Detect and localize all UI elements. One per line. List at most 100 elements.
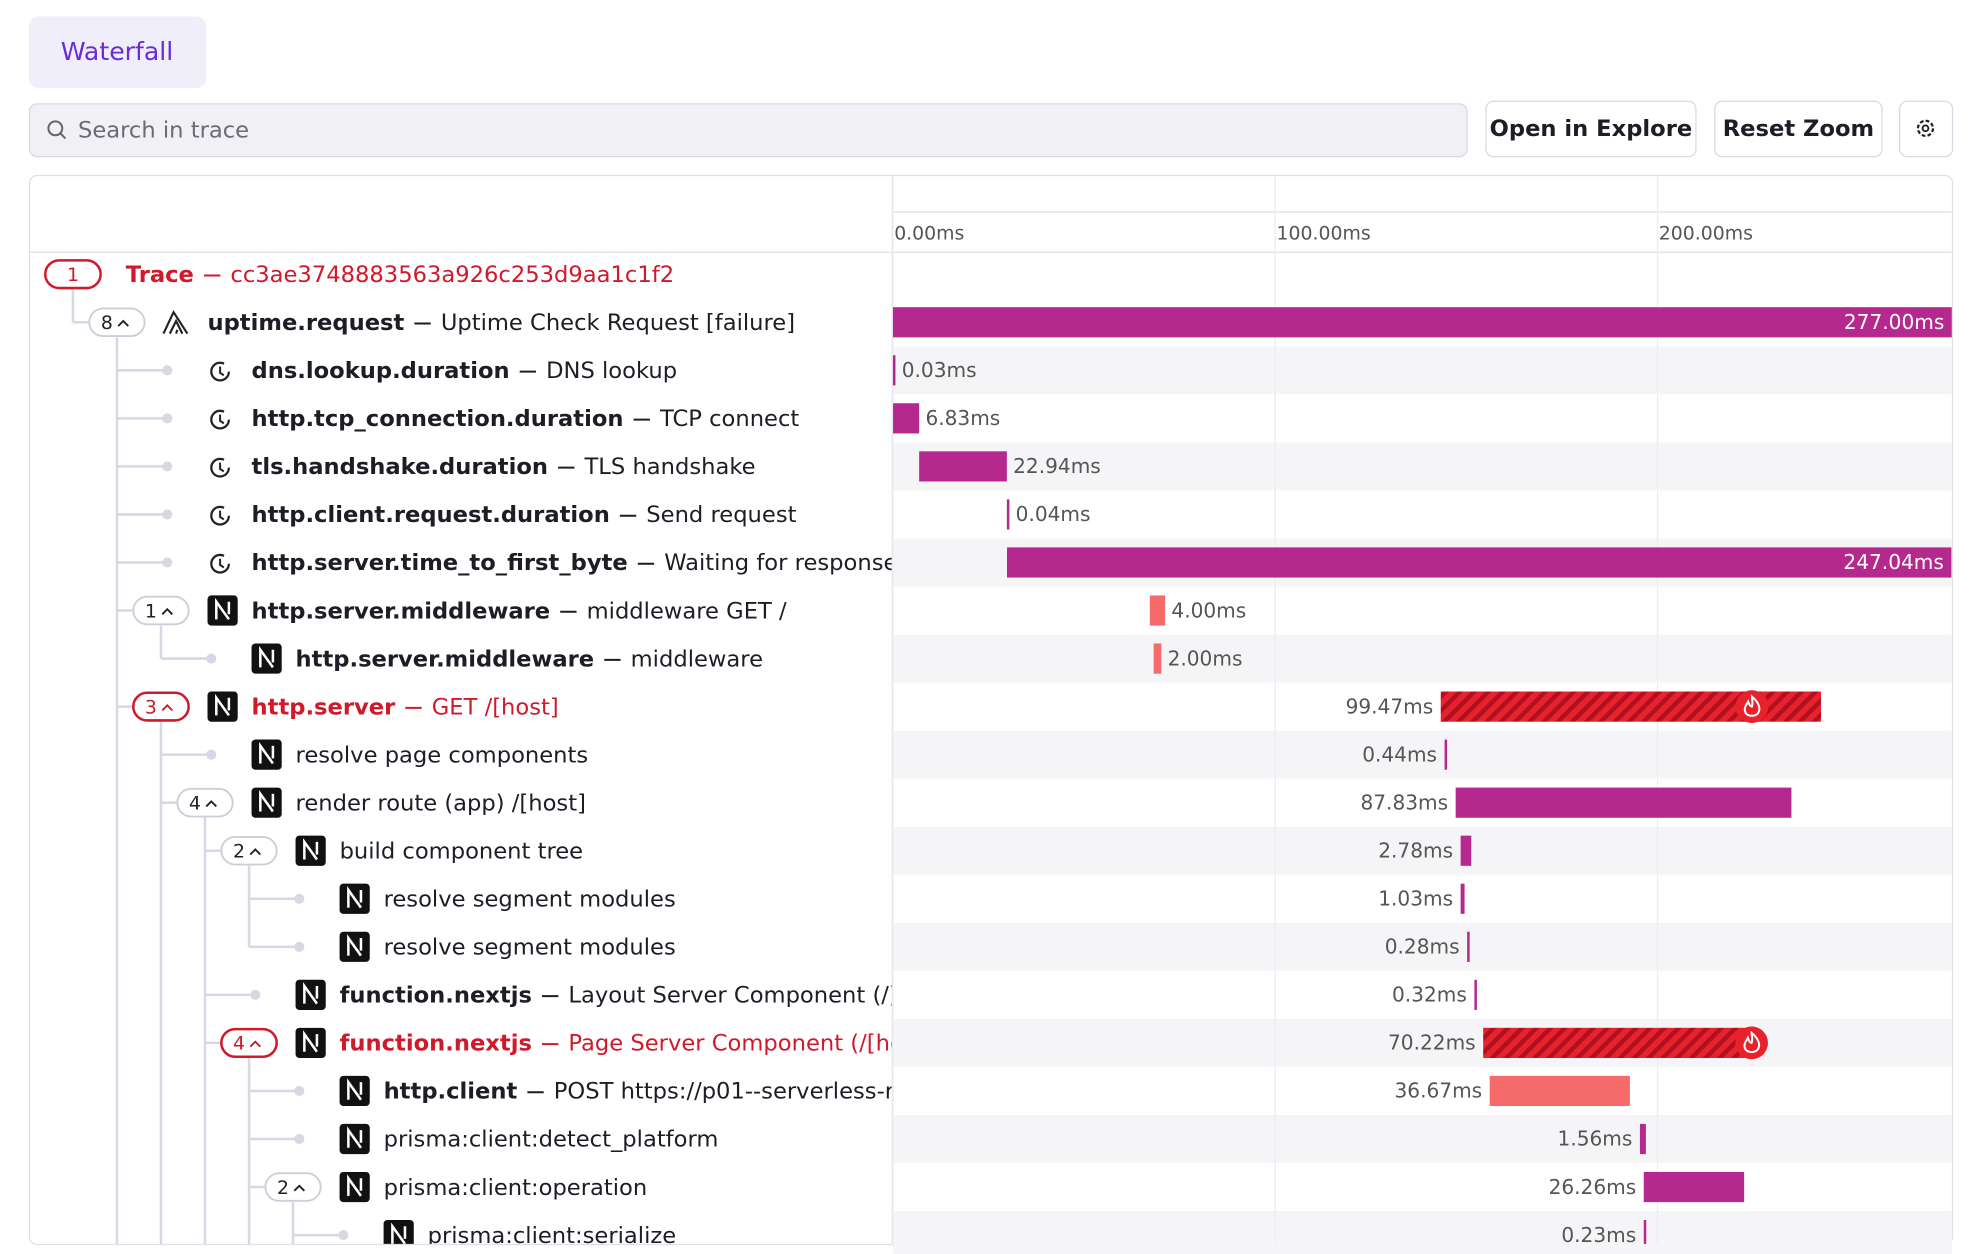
child-count[interactable]: 1 [145,600,157,622]
child-count[interactable]: 2 [233,840,245,862]
tree-dot [338,1230,349,1241]
span-label[interactable]: resolve segment modules [384,887,676,913]
caret [117,319,129,327]
span-bar[interactable] [1639,1123,1646,1155]
span-description[interactable]: Send request [646,502,796,528]
row-stripe [892,1019,1952,1067]
span-name[interactable]: http.client [384,1079,518,1105]
span-description[interactable]: Waiting for response [664,550,897,576]
nextjs-icon [391,1222,407,1244]
span-bar[interactable] [1153,643,1162,674]
span-description[interactable]: Uptime Check Request [failure] [441,310,795,336]
span-name[interactable]: Trace [126,262,194,288]
collapse-badge[interactable] [220,1027,278,1058]
tree-dot [162,557,173,568]
span-description[interactable]: middleware [631,646,763,672]
span-name[interactable]: http.server.middleware [252,598,551,624]
span-description[interactable]: GET /[host] [432,694,559,720]
span-name[interactable]: tls.handshake.duration [252,454,548,480]
search-input[interactable] [28,103,1468,158]
child-count[interactable]: 2 [277,1177,289,1199]
span-description[interactable]: TCP connect [659,406,799,432]
span-bar[interactable] [1460,835,1472,866]
button[interactable] [1485,100,1697,158]
collapse-badge[interactable] [88,307,146,338]
nextjs-icon [347,1126,363,1149]
child-count[interactable]: 4 [233,1033,245,1055]
span-label[interactable]: prisma:client:serialize [428,1223,677,1249]
nextjs-icon [215,597,231,621]
collapse-badge[interactable] [176,787,234,818]
collapse-badge[interactable] [44,259,102,290]
span-bar[interactable] [892,307,1952,338]
span-description[interactable]: DNS lookup [546,358,677,384]
span-name[interactable]: function.nextjs [340,983,532,1009]
span-label[interactable]: build component tree [340,838,584,864]
span-description[interactable]: Page Server Component (/[hos [568,1031,915,1057]
tab[interactable] [28,16,207,89]
tick-label: 0.00ms [894,222,964,244]
clock-icon [210,553,231,574]
button-label[interactable]: Open in Explore [1490,116,1693,142]
collapse-badge[interactable] [264,1172,322,1202]
clock-icon [219,366,225,377]
span-bar[interactable] [1643,1219,1647,1250]
span-label[interactable]: render route (app) /[host] [296,790,586,816]
tab-label[interactable]: Waterfall [61,37,174,66]
span-name[interactable]: http.server.time_to_first_byte [252,550,628,576]
span-description[interactable]: POST https://p01--serverless-re [554,1079,908,1105]
span-name[interactable]: http.tcp_connection.duration [252,406,624,432]
span-bar[interactable] [893,403,920,434]
span-bar[interactable] [1149,595,1166,626]
span-name[interactable]: http.client.request.duration [252,502,610,528]
nextjs-icon [259,789,275,813]
span-bar[interactable] [1483,1027,1752,1058]
span-bar[interactable] [919,451,1007,482]
span-bar[interactable] [1474,979,1477,1010]
collapse-badge[interactable] [132,595,190,626]
collapse-badge[interactable] [132,691,190,722]
span-label[interactable]: prisma:client:detect_platform [384,1127,719,1153]
span-name[interactable]: dns.lookup.duration [252,358,510,384]
span-name[interactable]: http.server.middleware [296,646,595,672]
caret [161,607,173,615]
span-bar[interactable] [1489,1075,1630,1107]
span-description[interactable]: TLS handshake [583,454,755,480]
span-bar[interactable] [892,355,896,386]
duration-label: 87.83ms [1360,790,1448,814]
button-label[interactable]: Reset Zoom [1723,116,1874,142]
collapse-badge[interactable] [220,835,278,866]
search-icon [47,120,64,137]
fire-icon [1743,1030,1761,1054]
span-name[interactable]: function.nextjs [340,1031,532,1057]
duration-label: 70.22ms [1388,1031,1476,1055]
child-count[interactable]: 4 [189,792,201,814]
row-stripe [892,1115,1952,1163]
span-bar[interactable] [1460,883,1465,914]
span-label[interactable]: resolve segment modules [384,935,676,961]
span-bar[interactable] [1007,547,1952,578]
span-bar[interactable] [1643,1171,1745,1203]
span-bar[interactable] [1467,931,1470,962]
child-count[interactable]: 8 [101,312,113,334]
span-label[interactable]: resolve page components [296,742,589,768]
duration-label: 99.47ms [1346,694,1434,718]
span-description[interactable]: middleware GET / [587,598,787,624]
nextjs-icon [259,645,275,669]
span-bar[interactable] [1006,499,1010,530]
caret [249,848,262,856]
child-count[interactable]: 1 [67,264,79,286]
span-name[interactable]: http.server [252,694,397,720]
settings-button[interactable] [1899,100,1954,158]
child-count[interactable]: 3 [145,696,157,718]
span-description[interactable]: cc3ae3748883563a926c253d9aa1c1f2 [230,262,674,288]
span-bar[interactable] [1444,739,1448,770]
span-name[interactable]: uptime.request [208,310,405,336]
search-placeholder[interactable]: Search in trace [78,117,249,143]
span-description[interactable]: Layout Server Component (/) [568,983,897,1009]
span-bar[interactable] [1455,787,1792,818]
clock-icon [219,558,225,569]
span-label[interactable]: prisma:client:operation [384,1175,648,1201]
button[interactable] [1714,100,1883,158]
nextjs-icon [303,1030,319,1053]
